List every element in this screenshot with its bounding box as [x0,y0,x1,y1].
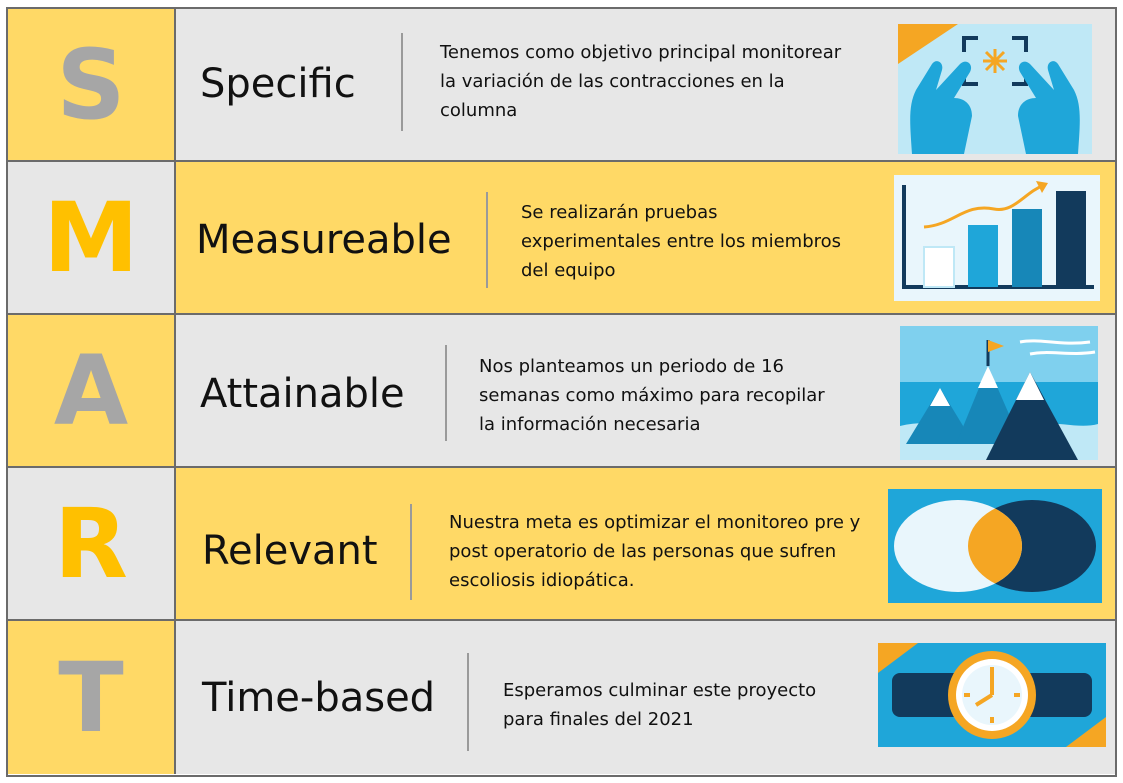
bar-chart-growth-icon [894,175,1100,301]
smart-row-attainable: A Attainable Nos planteamos un periodo d… [8,315,1115,468]
description-line: del equipo [521,260,616,281]
divider [410,504,412,600]
letter-r: R [8,468,176,619]
description-line: escoliosis idiopática. [449,570,635,591]
wristwatch-icon [878,643,1106,747]
mountain-flag-icon [900,326,1098,460]
smart-row-specific: S Specific Tenemos como objetivo princip… [8,9,1115,162]
title-specific: Specific [200,61,356,107]
description-line: la variación de las contracciones en la [440,71,785,92]
letter-s: S [8,9,176,160]
letter-m: M [8,162,176,313]
venn-overlap-icon [888,489,1102,603]
divider [445,345,447,441]
description-line: Nos planteamos un periodo de 16 [479,356,784,377]
description-line: para finales del 2021 [503,709,694,730]
divider [401,33,403,131]
smart-row-relevant: R Relevant Nuestra meta es optimizar el … [8,468,1115,621]
description-line: semanas como máximo para recopilar [479,385,825,406]
title-relevant: Relevant [202,528,378,574]
description-line: Se realizarán pruebas [521,202,718,223]
description-line: Esperamos culminar este proyecto [503,680,817,701]
description-line: la información necesaria [479,414,701,435]
description-time-based: Esperamos culminar este proyecto para fi… [503,676,816,734]
divider [486,192,488,288]
description-attainable: Nos planteamos un periodo de 16 semanas … [479,352,825,439]
divider [467,653,469,751]
description-line: Tenemos como objetivo principal monitore… [440,42,842,63]
description-line: experimentales entre los miembros [521,231,842,252]
smart-row-measureable: M Measureable Se realizarán pruebas expe… [8,162,1115,315]
letter-t: T [8,621,176,774]
letter-a: A [8,315,176,466]
title-measureable: Measureable [196,217,452,263]
title-time-based: Time-based [202,675,436,721]
smart-row-time-based: T Time-based Esperamos culminar este pro… [8,621,1115,774]
hands-focus-icon [898,24,1092,154]
title-attainable: Attainable [200,371,405,417]
description-line: columna [440,100,518,121]
smart-table: S Specific Tenemos como objetivo princip… [6,7,1117,777]
description-line: post operatorio de las personas que sufr… [449,541,837,562]
description-specific: Tenemos como objetivo principal monitore… [440,38,841,125]
description-line: Nuestra meta es optimizar el monitoreo p… [449,512,861,533]
description-measureable: Se realizarán pruebas experimentales ent… [521,198,841,285]
description-relevant: Nuestra meta es optimizar el monitoreo p… [449,508,860,595]
